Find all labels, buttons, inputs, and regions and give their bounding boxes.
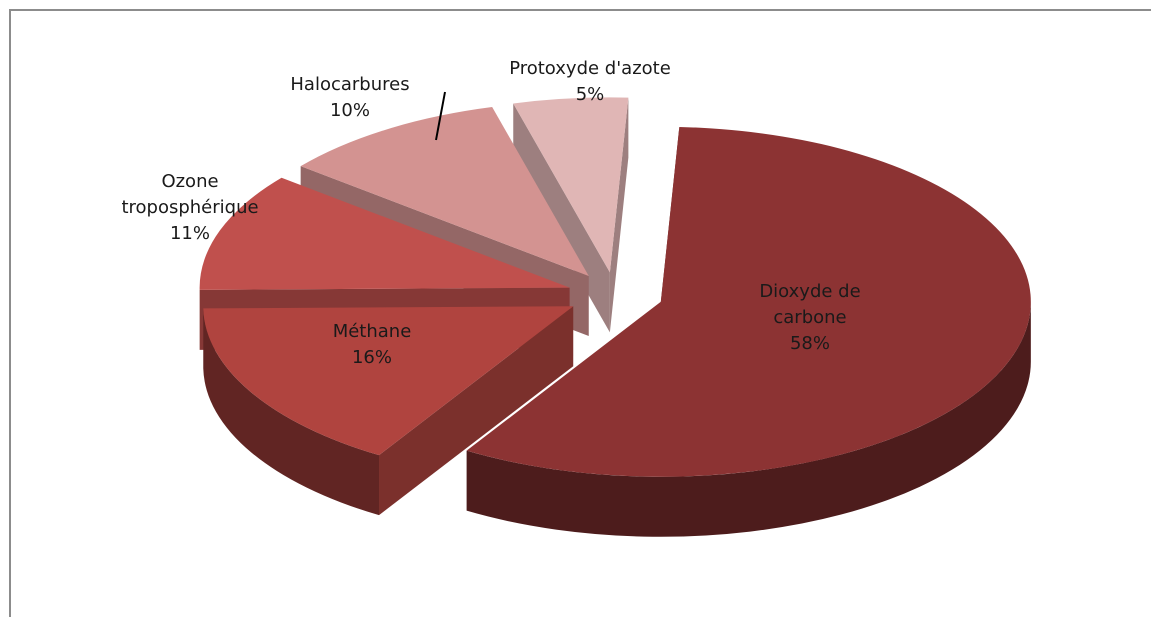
slice: [513, 97, 629, 273]
category-label: Protoxyde d'azote: [509, 58, 671, 79]
category-label: Halocarbures: [290, 74, 410, 95]
slice-side: [203, 308, 380, 516]
slice: [300, 107, 589, 276]
category-label: Ozone troposphérique: [121, 171, 259, 218]
slice-group: [203, 306, 574, 516]
slice-side: [466, 301, 1031, 537]
value-label: 5%: [575, 84, 605, 105]
frame: [9, 9, 1151, 617]
value-label: 16%: [351, 347, 392, 368]
value-label: 10%: [329, 100, 370, 121]
leader-line: [435, 91, 446, 141]
slice-face: [379, 306, 574, 516]
slice-face: [609, 97, 629, 333]
data-label: Ozone troposphérique 11%: [105, 169, 275, 247]
slice: [466, 126, 1031, 477]
slice: [199, 177, 570, 290]
value-label: 58%: [789, 333, 830, 354]
category-label: Dioxyde de carbone: [759, 281, 861, 328]
data-label: Dioxyde de carbone 58%: [745, 279, 875, 357]
slice: [203, 306, 574, 456]
value-label: 11%: [169, 223, 210, 244]
category-label: Méthane: [332, 321, 412, 342]
data-label: Protoxyde d'azote 5%: [480, 56, 700, 108]
data-label: Méthane 16%: [307, 319, 437, 371]
data-label: Halocarbures 10%: [250, 72, 450, 124]
slice-group: [466, 126, 1031, 537]
